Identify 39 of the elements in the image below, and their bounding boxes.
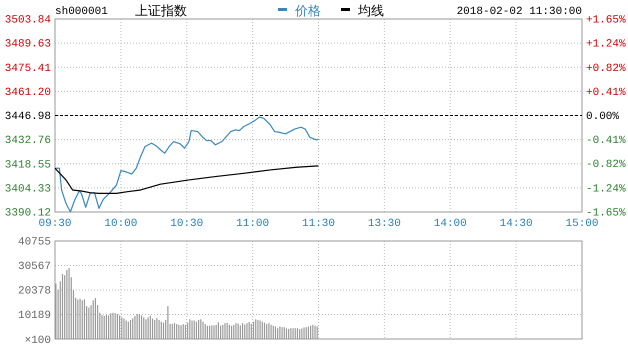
text: 2018-02-02 11:30:00 (456, 6, 582, 18)
chart-title: 上证指数 (135, 4, 187, 19)
y-tick-label: 3432.76 (4, 135, 51, 148)
chart-subtitle: sh000001 (55, 6, 108, 18)
y-axis-title: ×100 (24, 335, 51, 347)
y2-tick-label: +1.24% (586, 38, 626, 50)
x-tick-label: 10:30 (170, 218, 204, 230)
y2-tick-label: +0.82% (586, 63, 626, 76)
y2-tick-label: 0.00% (586, 111, 620, 124)
y-tick-label: 3390.12 (4, 208, 51, 220)
y-tick-label: 3461.20 (4, 86, 51, 99)
x-tick-label: 14:00 (434, 218, 467, 230)
y2-tick-label: -1.24% (586, 184, 626, 196)
y-tick-label: 10189 (18, 310, 51, 322)
y-tick-label: 30567 (18, 261, 51, 274)
x-tick-label: 13:30 (368, 218, 401, 230)
x-tick-label: 11:00 (236, 218, 270, 230)
y-tick-label: 3489.63 (4, 38, 51, 51)
x-tick-label: 09:30 (38, 218, 72, 230)
legend-label: 价格 (294, 4, 321, 19)
x-tick-label: 15:00 (565, 218, 599, 230)
y2-tick-label: -0.82% (586, 158, 626, 171)
y2-tick-label: +1.65% (586, 14, 626, 27)
line-series (54, 165, 320, 194)
y-tick-label: 3446.98 (4, 111, 51, 124)
legend-label: 均线 (357, 4, 384, 19)
x-tick-label: 10:00 (104, 218, 138, 230)
y-tick-label: 3418.55 (4, 159, 51, 172)
y-tick-label: 40755 (18, 236, 51, 249)
x-tick-label: 14:30 (500, 218, 533, 230)
x-tick-label: 11:30 (302, 218, 336, 230)
y-tick-label: 20378 (18, 286, 51, 298)
y-tick-label: 3475.41 (4, 62, 52, 75)
line-series (54, 116, 320, 212)
y-tick-label: 3503.84 (4, 14, 52, 27)
y2-tick-label: -0.41% (586, 135, 626, 147)
y2-tick-label: -1.65% (586, 208, 626, 220)
y-tick-label: 3404.33 (4, 183, 51, 196)
y2-tick-label: +0.41% (586, 87, 626, 100)
